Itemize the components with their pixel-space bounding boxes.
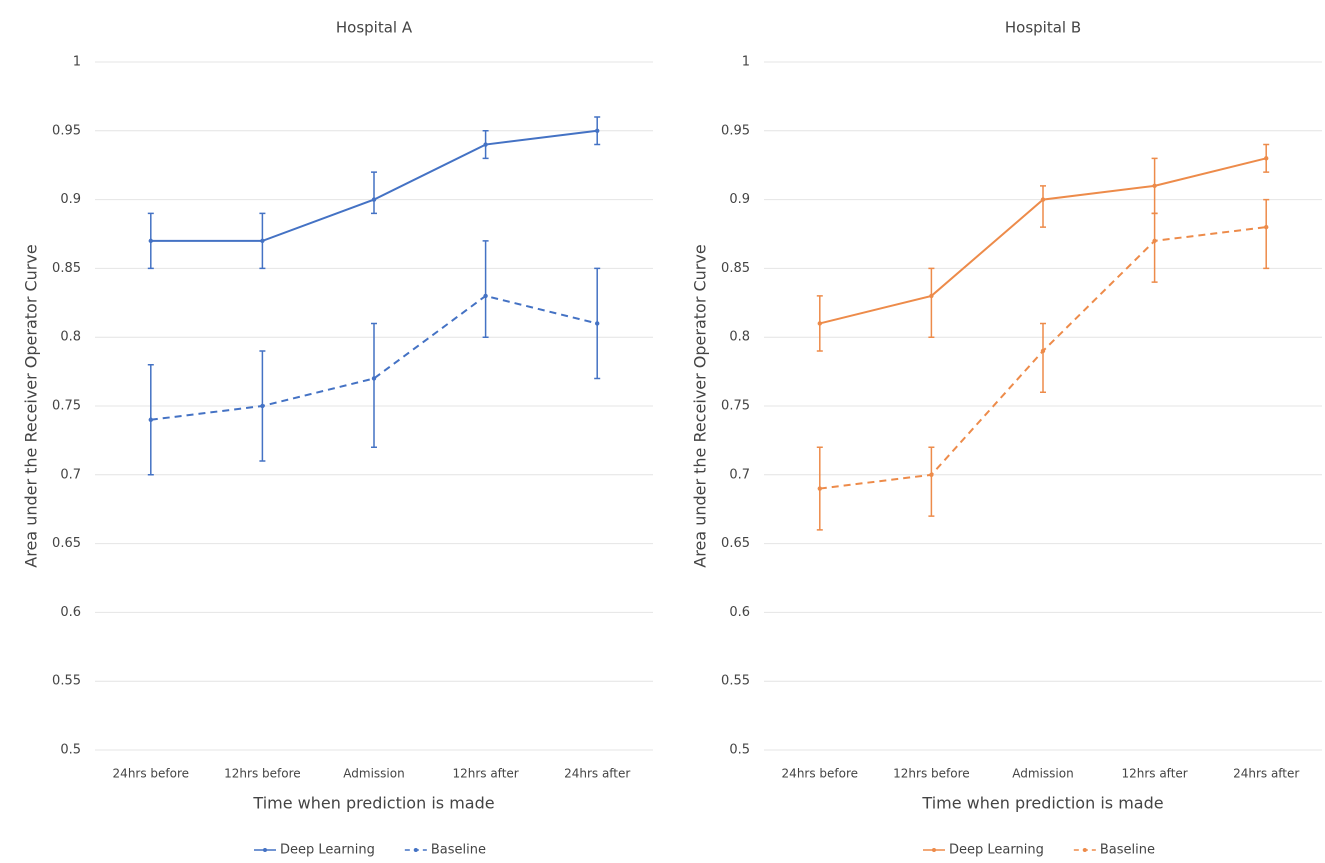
marker (1152, 238, 1157, 244)
error-bar (1151, 212, 1158, 283)
legend-label: Deep Learning (280, 843, 375, 858)
y-tick-label: 0.55 (52, 674, 81, 689)
x-axis-label: Time when prediction is made (921, 794, 1163, 813)
y-tick-label: 0.9 (729, 192, 750, 207)
y-tick-label: 0.85 (52, 261, 81, 276)
y-tick-label: 0.5 (729, 743, 750, 758)
y-tick-label: 0.9 (60, 192, 81, 207)
marker (1040, 348, 1046, 354)
marker (929, 293, 934, 299)
y-axis-label: Area under the Receiver Operator Curve (22, 244, 41, 567)
x-tick-label: 12hrs after (452, 767, 518, 781)
y-tick-label: 0.95 (721, 123, 750, 138)
error-bar (1040, 185, 1046, 228)
x-tick-label: Admission (343, 767, 404, 781)
y-tick-label: 1 (73, 55, 81, 70)
series-line (819, 157, 1267, 325)
y-tick-label: 0.8 (60, 330, 81, 345)
x-tick-label: 12hrs after (1121, 767, 1187, 781)
marker (1264, 224, 1269, 230)
error-bar (371, 322, 377, 449)
error-bar (928, 446, 935, 517)
y-tick-label: 0.6 (729, 605, 750, 620)
chart: Hospital B 0.5 0.55 0.6 0.65 0.7 0.75 0.8 0.85 0.… (691, 19, 1322, 858)
y-tick-label: 0.7 (729, 467, 750, 482)
legend-marker (263, 848, 267, 852)
marker (1152, 183, 1157, 189)
x-tick-label: 24hrs after (564, 767, 630, 781)
error-bar (928, 267, 935, 338)
marker (595, 128, 600, 133)
y-axis-label: Area under the Receiver Operator Curve (691, 244, 710, 567)
marker (1040, 197, 1046, 202)
marker (817, 486, 822, 491)
x-tick-label: 12hrs before (893, 767, 970, 781)
x-tick-label: Admission (1012, 767, 1073, 781)
error-bar (371, 171, 377, 215)
y-tick-label: 0.65 (52, 536, 81, 551)
chart-title: Hospital A (336, 19, 413, 37)
legend-label: Baseline (1100, 843, 1155, 858)
x-tick-label: 24hrs before (113, 767, 190, 781)
marker (483, 142, 488, 147)
marker (260, 238, 265, 244)
legend-marker (932, 848, 936, 852)
y-tick-label: 0.95 (52, 123, 81, 138)
y-tick-label: 0.65 (721, 536, 750, 551)
error-bar (1263, 198, 1270, 270)
y-tick-label: 0.8 (729, 330, 750, 345)
chart-title: Hospital B (1005, 19, 1081, 37)
marker (260, 403, 265, 409)
x-tick-label: 12hrs before (224, 767, 301, 781)
x-tick-label: 24hrs before (782, 767, 859, 781)
marker (817, 321, 822, 326)
y-tick-label: 1 (742, 55, 750, 70)
legend-label: Deep Learning (949, 843, 1044, 858)
y-tick-label: 0.75 (52, 399, 81, 414)
x-axis-label: Time when prediction is made (252, 794, 494, 813)
y-tick-label: 0.7 (60, 467, 81, 482)
marker (371, 376, 377, 381)
marker (483, 293, 488, 299)
legend-label: Baseline (431, 843, 486, 858)
y-tick-label: 0.75 (721, 399, 750, 414)
y-tick-label: 0.6 (60, 605, 81, 620)
marker (929, 472, 934, 477)
y-tick-label: 0.85 (721, 261, 750, 276)
legend-marker (1082, 848, 1087, 852)
y-tick-label: 0.55 (721, 674, 750, 689)
marker (148, 417, 153, 422)
series-line (150, 294, 598, 421)
marker (1264, 156, 1269, 161)
marker (595, 321, 600, 326)
legend-marker (413, 848, 418, 852)
x-tick-label: 24hrs after (1233, 767, 1299, 781)
error-bar (482, 240, 489, 338)
marker (371, 197, 377, 202)
marker (148, 238, 153, 244)
chart: Hospital A 0.5 0.55 0.6 0.65 0.7 0.75 0.8 0.85 0.… (22, 19, 653, 858)
y-tick-label: 0.5 (60, 743, 81, 758)
error-bar (1040, 322, 1046, 393)
